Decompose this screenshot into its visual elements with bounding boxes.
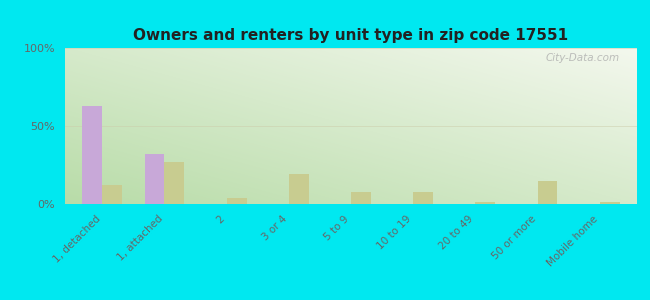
Bar bbox=[351, 191, 371, 204]
Bar bbox=[83, 106, 102, 204]
Bar bbox=[144, 154, 164, 204]
Bar bbox=[475, 202, 495, 204]
Bar bbox=[164, 162, 185, 204]
Text: City-Data.com: City-Data.com bbox=[546, 53, 620, 63]
Bar bbox=[538, 181, 558, 204]
Bar bbox=[289, 174, 309, 204]
Bar bbox=[102, 185, 122, 204]
Bar bbox=[600, 202, 619, 204]
Bar bbox=[413, 191, 433, 204]
Bar bbox=[227, 198, 246, 204]
Title: Owners and renters by unit type in zip code 17551: Owners and renters by unit type in zip c… bbox=[133, 28, 569, 43]
